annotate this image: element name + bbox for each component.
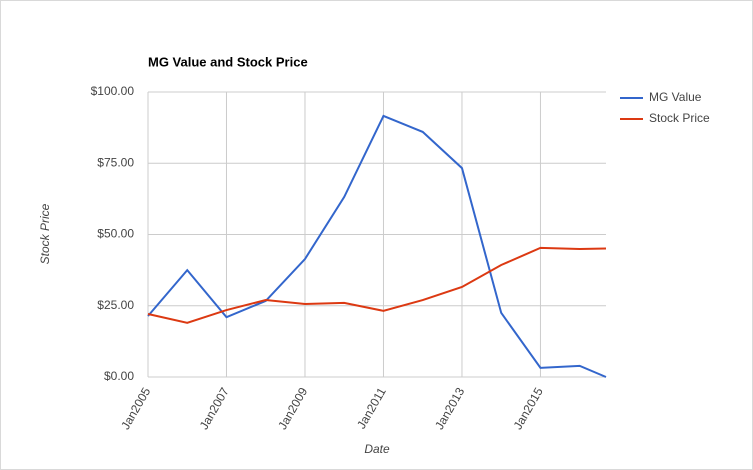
- legend-label: MG Value: [649, 90, 702, 104]
- y-tick-label: $100.00: [91, 84, 135, 98]
- x-axis-label: Date: [364, 442, 390, 456]
- line: [147, 114, 607, 378]
- y-axis-label: Stock Price: [38, 203, 52, 264]
- y-tick-label: $75.00: [97, 155, 134, 169]
- y-tick-label: $25.00: [97, 298, 134, 312]
- line: [147, 246, 607, 324]
- y-tick-label: $0.00: [104, 369, 134, 383]
- legend-label: Stock Price: [649, 111, 710, 125]
- y-tick-label: $50.00: [97, 227, 134, 241]
- chart-title: MG Value and Stock Price: [148, 54, 308, 69]
